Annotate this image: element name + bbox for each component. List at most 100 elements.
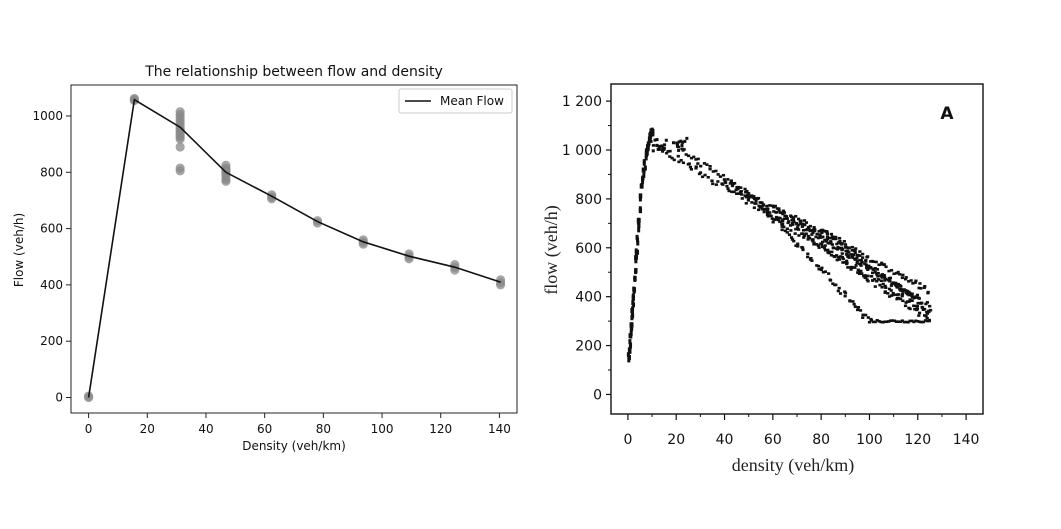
right-scatter-point bbox=[828, 236, 832, 240]
right-scatter-point bbox=[896, 320, 901, 323]
right-scatter-point bbox=[794, 214, 798, 218]
right-scatter-point bbox=[804, 228, 808, 232]
right-scatter-point bbox=[765, 204, 769, 208]
right-scatter-point bbox=[812, 241, 816, 245]
right-scatter-point bbox=[746, 193, 750, 197]
right-scatter-point bbox=[912, 304, 916, 308]
right-scatter-point bbox=[638, 193, 642, 199]
right-scatter-point bbox=[750, 201, 754, 204]
right-scatter-point bbox=[754, 199, 758, 202]
right-x-axis: 0 20 40 60 80 100 120 140 bbox=[623, 414, 979, 448]
right-scatter-point bbox=[838, 239, 842, 243]
right-scatter-point bbox=[876, 271, 880, 275]
right-scatter-point bbox=[862, 274, 866, 278]
right-scatter-point bbox=[826, 241, 830, 245]
right-scatter-point bbox=[784, 215, 789, 218]
right-scatter-point bbox=[841, 261, 845, 264]
right-scatter-point bbox=[901, 273, 905, 277]
right-scatter-point bbox=[832, 236, 836, 240]
right-scatter-point bbox=[634, 255, 638, 261]
right-scatter-point bbox=[771, 220, 775, 224]
right-scatter-point bbox=[651, 131, 655, 137]
left-x-axis-label: Density (veh/km) bbox=[242, 439, 346, 453]
right-scatter-point bbox=[889, 284, 894, 287]
left-y-tick-label: 1000 bbox=[32, 109, 63, 123]
right-x-tick-label: 60 bbox=[764, 432, 782, 448]
right-scatter-point bbox=[668, 155, 672, 158]
left-y-axis-label: Flow (veh/h) bbox=[12, 213, 26, 287]
right-scatter-point bbox=[871, 320, 875, 324]
right-scatter-point bbox=[633, 275, 637, 281]
left-x-tick-label: 80 bbox=[316, 422, 331, 436]
right-scatter-point bbox=[900, 292, 905, 296]
right-scatter-point bbox=[839, 246, 843, 250]
right-y-tick-label: 600 bbox=[575, 241, 602, 257]
right-scatter-point bbox=[702, 162, 707, 165]
right-scatter-point bbox=[913, 281, 917, 284]
right-scatter-point bbox=[635, 234, 639, 240]
right-scatter-point bbox=[871, 271, 875, 275]
right-scatter-point bbox=[810, 228, 814, 232]
right-y-tick-label: 200 bbox=[575, 339, 602, 355]
right-scatter-point bbox=[849, 266, 853, 269]
right-scatter-point bbox=[822, 246, 827, 250]
right-scatter-point bbox=[865, 278, 869, 282]
left-scatter-point bbox=[175, 166, 185, 176]
right-scatter-point bbox=[878, 283, 882, 287]
right-scatter-point bbox=[921, 320, 926, 324]
right-scatter-point bbox=[739, 186, 743, 189]
right-scatter-point bbox=[841, 257, 845, 261]
right-y-axis-label: flow (veh/h) bbox=[541, 205, 562, 294]
right-scatter-point bbox=[897, 293, 901, 296]
right-scatter-point bbox=[855, 259, 860, 262]
right-scatter-point bbox=[843, 243, 848, 246]
right-scatter-point bbox=[865, 265, 869, 268]
right-scatter-point bbox=[677, 160, 681, 164]
right-scatter-point bbox=[809, 256, 813, 260]
right-scatter-point bbox=[928, 304, 932, 308]
right-scatter-point bbox=[752, 206, 756, 210]
right-scatter-point bbox=[785, 227, 789, 231]
right-scatter-point bbox=[716, 180, 720, 183]
right-scatter-point bbox=[898, 283, 902, 287]
right-scatter-point bbox=[757, 208, 761, 212]
right-scatter-point bbox=[743, 187, 747, 191]
right-scatter-point bbox=[718, 175, 723, 178]
right-scatter-point bbox=[908, 298, 912, 301]
right-y-tick-label: 1 200 bbox=[562, 94, 602, 110]
right-scatter-point bbox=[830, 243, 834, 246]
right-scatter-point bbox=[861, 313, 865, 317]
right-scatter-point bbox=[835, 242, 839, 246]
left-scatter-point bbox=[175, 142, 185, 152]
right-scatter-point bbox=[822, 230, 826, 233]
right-scatter-point bbox=[744, 201, 748, 205]
right-scatter-point bbox=[642, 160, 646, 166]
right-scatter-point bbox=[820, 266, 824, 270]
right-scatter-point bbox=[807, 236, 812, 240]
right-scatter-point bbox=[737, 192, 741, 195]
right-scatter-point bbox=[866, 316, 870, 319]
right-scatter-point bbox=[884, 265, 888, 269]
right-scatter-point bbox=[837, 258, 842, 261]
right-scatter-point bbox=[641, 178, 645, 184]
right-scatter-point bbox=[772, 210, 776, 213]
right-scatter-point bbox=[856, 306, 861, 309]
right-scatter-point bbox=[902, 320, 906, 324]
right-scatter-point bbox=[879, 279, 883, 283]
right-scatter-point bbox=[849, 268, 853, 271]
right-scatter-point bbox=[919, 287, 923, 290]
right-scatter-point bbox=[722, 178, 726, 181]
right-scatter-point bbox=[887, 287, 892, 291]
right-scatter-point bbox=[888, 276, 892, 280]
right-scatter-point bbox=[694, 166, 698, 170]
right-scatter-point bbox=[881, 282, 885, 286]
right-scatter-point bbox=[634, 258, 638, 264]
right-scatter-point bbox=[866, 268, 870, 271]
right-scatter-point bbox=[843, 291, 848, 295]
right-scatter-point bbox=[879, 320, 883, 324]
left-x-tick-label: 100 bbox=[371, 422, 394, 436]
right-scatter-point bbox=[927, 318, 931, 322]
right-scatter-point bbox=[650, 127, 654, 133]
left-scatter-point bbox=[175, 134, 185, 144]
right-scatter-point bbox=[852, 253, 856, 257]
